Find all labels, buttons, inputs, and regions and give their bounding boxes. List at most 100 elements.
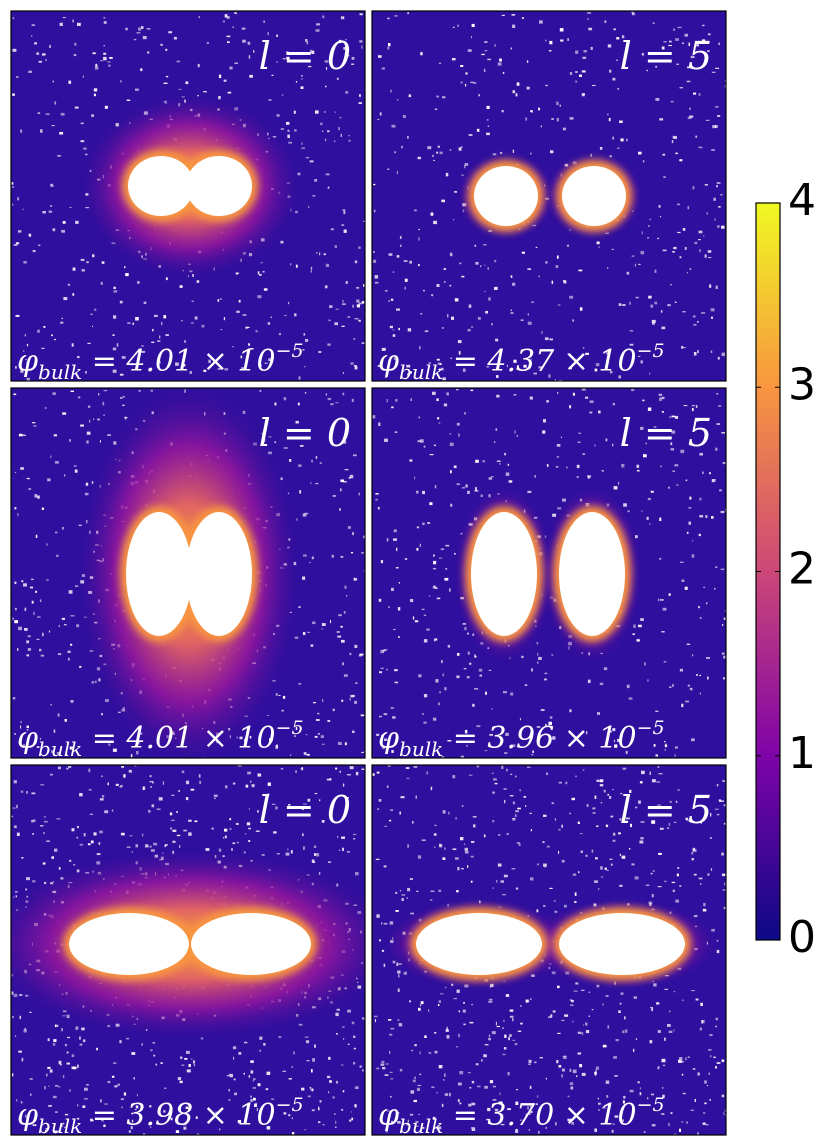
noise-dot bbox=[576, 1075, 578, 1078]
noise-dot bbox=[234, 12, 237, 14]
noise-dot bbox=[487, 267, 489, 270]
noise-dot bbox=[447, 740, 452, 742]
noise-dot bbox=[58, 766, 61, 770]
noise-dot bbox=[550, 1014, 553, 1018]
noise-dot bbox=[63, 624, 67, 626]
noise-dot bbox=[217, 367, 222, 370]
noise-dot bbox=[438, 422, 441, 424]
noise-dot bbox=[185, 797, 189, 801]
noise-dot bbox=[406, 1123, 410, 1126]
noise-dot bbox=[324, 285, 328, 289]
noise-dot bbox=[711, 316, 713, 319]
noise-dot bbox=[358, 246, 361, 249]
noise-dot bbox=[544, 864, 546, 868]
noise-dot bbox=[528, 1059, 532, 1064]
noise-dot bbox=[548, 1016, 552, 1019]
noise-dot bbox=[724, 882, 726, 886]
noise-dot bbox=[438, 702, 440, 706]
noise-dot bbox=[135, 317, 139, 321]
noise-dot bbox=[561, 1074, 563, 1078]
noise-dot bbox=[338, 127, 340, 131]
noise-dot bbox=[469, 1087, 472, 1089]
noise-dot bbox=[330, 620, 331, 624]
noise-dot bbox=[482, 460, 486, 463]
noise-dot bbox=[540, 125, 542, 128]
noise-dot bbox=[602, 1044, 607, 1048]
noise-dot bbox=[295, 420, 299, 424]
noise-dot bbox=[51, 856, 54, 859]
noise-dot bbox=[397, 988, 400, 992]
noise-dot bbox=[132, 322, 134, 325]
noise-dot bbox=[52, 1095, 57, 1099]
noise-dot bbox=[330, 403, 334, 406]
noise-dot bbox=[520, 319, 524, 321]
noise-dot bbox=[680, 449, 685, 454]
noise-dot bbox=[360, 714, 365, 717]
noise-dot bbox=[42, 211, 46, 214]
noise-dot bbox=[417, 156, 421, 160]
noise-dot bbox=[501, 110, 504, 113]
noise-dot bbox=[397, 1019, 400, 1021]
noise-dot bbox=[595, 1069, 597, 1072]
noise-dot bbox=[163, 315, 167, 319]
noise-dot bbox=[31, 24, 35, 26]
noise-dot bbox=[340, 133, 342, 137]
noise-dot bbox=[496, 375, 499, 378]
noise-dot bbox=[703, 1019, 705, 1024]
noise-dot bbox=[391, 406, 394, 409]
noise-dot bbox=[481, 53, 485, 56]
noise-dot bbox=[416, 490, 419, 494]
noise-dot bbox=[58, 1086, 61, 1088]
noise-dot bbox=[646, 69, 648, 72]
noise-dot bbox=[509, 795, 514, 797]
noise-dot bbox=[304, 392, 307, 394]
noise-dot bbox=[314, 735, 318, 738]
noise-dot bbox=[51, 750, 54, 753]
noise-dot bbox=[121, 356, 126, 359]
noise-dot bbox=[99, 798, 104, 801]
noise-dot bbox=[399, 235, 402, 239]
noise-dot bbox=[487, 125, 490, 127]
noise-dot bbox=[195, 1116, 198, 1119]
noise-dot bbox=[451, 58, 456, 61]
noise-dot bbox=[691, 851, 694, 855]
noise-dot bbox=[516, 82, 520, 86]
noise-dot bbox=[397, 1121, 401, 1124]
noise-dot bbox=[620, 992, 624, 995]
noise-dot bbox=[585, 1030, 590, 1034]
noise-dot bbox=[398, 974, 400, 978]
noise-dot bbox=[512, 149, 515, 153]
noise-dot bbox=[407, 844, 409, 848]
noise-dot bbox=[398, 636, 400, 638]
noise-dot bbox=[622, 1100, 625, 1104]
noise-dot bbox=[444, 281, 446, 283]
noise-dot bbox=[345, 38, 347, 41]
noise-dot bbox=[723, 655, 726, 659]
noise-dot bbox=[612, 402, 615, 406]
noise-dot bbox=[469, 662, 472, 665]
noise-dot bbox=[337, 835, 339, 838]
noise-dot bbox=[468, 134, 473, 136]
noise-dot bbox=[26, 654, 30, 657]
particle bbox=[416, 913, 542, 975]
noise-dot bbox=[572, 1069, 577, 1074]
noise-dot bbox=[722, 462, 726, 465]
noise-dot bbox=[641, 53, 644, 56]
noise-dot bbox=[483, 834, 486, 838]
noise-dot bbox=[484, 750, 488, 752]
noise-dot bbox=[384, 438, 388, 442]
noise-dot bbox=[334, 245, 337, 248]
noise-dot bbox=[475, 262, 479, 265]
noise-dot bbox=[605, 1080, 610, 1084]
noise-dot bbox=[582, 347, 585, 349]
noise-dot bbox=[594, 444, 596, 447]
noise-dot bbox=[31, 600, 34, 604]
noise-dot bbox=[297, 402, 300, 406]
noise-dot bbox=[171, 794, 175, 796]
noise-dot bbox=[659, 118, 664, 121]
noise-dot bbox=[599, 682, 604, 686]
noise-dot bbox=[570, 1086, 574, 1090]
noise-dot bbox=[407, 373, 409, 376]
noise-dot bbox=[618, 375, 621, 379]
noise-dot bbox=[721, 432, 725, 434]
